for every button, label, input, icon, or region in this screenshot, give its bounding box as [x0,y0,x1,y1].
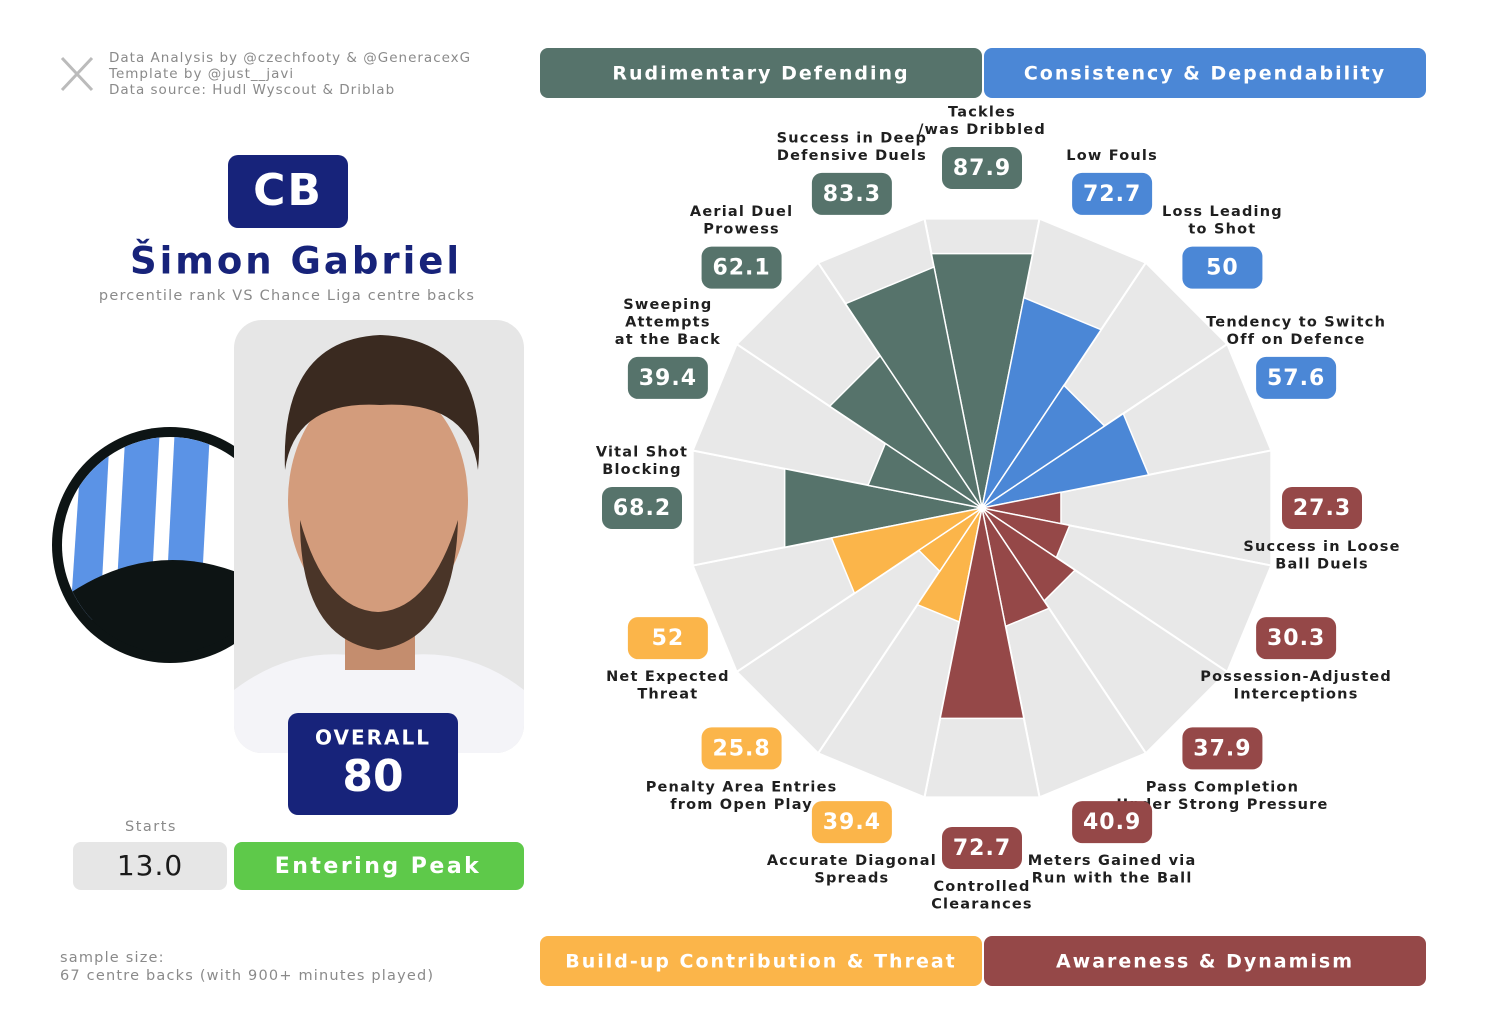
category-label: Tackles/was Dribbled [918,105,1046,139]
value-label: 39.4 [639,366,697,391]
value-label: 50 [1206,256,1239,281]
category-label: Net Expected Threat [606,669,730,703]
bar [939,507,1025,720]
value-label: 87.9 [953,156,1011,181]
value-box [942,147,1022,189]
value-box [811,801,892,844]
legend-banner [540,936,982,986]
value-box [1256,356,1337,399]
position: CB [253,165,323,216]
category-label: Aerial Duel Prowess [690,204,793,238]
overall-value: 80 [342,751,403,802]
category-label: Possession-Adjusted Interceptions [1200,669,1392,703]
category-label: Low Fouls [1066,148,1158,164]
credit: Data Analysis by @czechfooty & @Generace… [109,50,471,66]
value-box [701,727,782,770]
status: Entering Peak [275,854,482,879]
value-box [627,617,708,660]
category-label: Sweeping Attempts at the Back [615,297,721,348]
category-label: Meters Gained via Run with the Ball [1028,853,1197,887]
value-label: 30.3 [1267,626,1325,651]
value-box [701,246,782,289]
value-box [1256,617,1337,660]
value-label: 72.7 [1083,182,1141,207]
legend-label: Awareness & Dynamism [1056,951,1354,973]
value-label: 62.1 [712,256,770,281]
sample-size: 67 centre backs (with 900+ minutes playe… [60,968,434,984]
category-label: Controlled Clearances [931,879,1033,913]
starts-value: 13.0 [117,849,183,882]
value-box [602,487,682,529]
credit: Template by @just__javi [108,66,294,82]
category-label: Success in Deep Defensive Duels [777,130,928,164]
bar [844,265,983,509]
value-label: 57.6 [1267,366,1325,391]
value-label: 72.7 [953,836,1011,861]
legend-label: Build-up Contribution & Threat [565,951,957,973]
value-box [942,827,1022,869]
value-label: 40.9 [1083,810,1141,835]
player-photo [234,320,524,753]
sample-size: sample size: [60,950,165,966]
value-label: 68.2 [613,496,671,521]
subtitle: percentile rank VS Chance Liga centre ba… [99,288,475,304]
value-label: 39.4 [823,810,881,835]
bar [830,507,983,595]
category-label: Success in Loose Ball Duels [1243,539,1400,573]
legend-banner [984,48,1426,98]
value-label: 83.3 [823,182,881,207]
status-box [234,842,524,890]
value-box [1072,172,1153,215]
legend-banner [984,936,1426,986]
player-name: Šimon Gabriel [130,239,462,283]
value-box [811,172,892,215]
category-label: Accurate Diagonal Spreads [767,853,937,887]
value-label: 27.3 [1293,496,1351,521]
overall-label: OVERALL [315,726,431,750]
starts-box [73,842,227,890]
credit: Data source: Hudl Wyscout & Driblab [109,82,395,98]
pizza-chart: 87.9 Tackles/was Dribbled 68.2 Vital Shot Bl… [540,48,1426,986]
category-label: Penalty Area Entries from Open Play [646,779,838,813]
value-box [1072,801,1153,844]
category-label: Vital Shot Blocking [596,445,688,479]
category-label: Loss Leading to Shot [1162,204,1283,238]
category-label: Pass Completion Under Strong Pressure [1116,779,1328,813]
value-label: 37.9 [1193,736,1251,761]
legend-label: Consistency & Dependability [1024,63,1386,85]
value-label: 52 [652,626,685,651]
value-box [1182,727,1263,770]
value-box [1182,246,1263,289]
starts-label: Starts [125,819,177,835]
x-logo [60,56,94,92]
overall-badge [288,713,458,815]
value-label: 25.8 [712,736,770,761]
category-label: Tendency to Switch Off on Defence [1206,314,1386,348]
value-box [1282,487,1362,529]
value-box [627,356,708,399]
legend-banner [540,48,982,98]
legend-label: Rudimentary Defending [612,63,909,85]
position-badge [228,155,348,228]
bar [981,412,1150,509]
